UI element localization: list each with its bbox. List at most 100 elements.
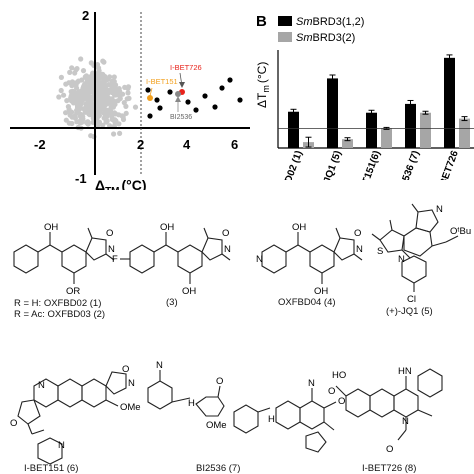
- background-point: [108, 100, 114, 106]
- bar-brd3-2: [420, 112, 431, 148]
- structure-jq1: [371, 203, 459, 292]
- hit-point: [157, 105, 163, 111]
- background-point: [83, 103, 89, 110]
- atom: OH: [292, 222, 306, 233]
- background-point: [96, 78, 102, 84]
- background-point: [111, 131, 117, 137]
- panel-b-bar-chart: B SmBRD3(1,2) SmBRD3(2) ΔTm(°C) OXFBD02 …: [255, 13, 474, 180]
- background-point: [79, 77, 85, 83]
- atom: O: [216, 376, 223, 387]
- atom: O: [106, 228, 113, 239]
- background-point: [72, 70, 78, 76]
- category-label: (+)-JQ1 (5): [316, 149, 343, 180]
- background-point: [63, 110, 69, 116]
- background-point: [80, 85, 86, 91]
- background-point: [61, 92, 67, 98]
- atom: O: [328, 386, 335, 397]
- atom: OR: [66, 286, 80, 297]
- structure-oxfbd04: [261, 227, 363, 284]
- chemical-structures: OH OR O N F OH OH O N N OH OH O N S N N …: [10, 203, 471, 465]
- background-point: [86, 93, 92, 99]
- annotation-ibet726: I-BET726: [170, 63, 202, 72]
- background-point: [72, 113, 78, 119]
- atom: OH: [44, 222, 58, 233]
- atom: N: [224, 244, 231, 255]
- background-point: [85, 121, 91, 127]
- atom: N: [38, 380, 45, 391]
- compound-label-4: OXFBD04 (4): [278, 297, 336, 308]
- atom: O: [354, 228, 361, 239]
- y-axis-label: ΔTm(°C): [255, 62, 271, 108]
- bar-brd3-12: [288, 111, 299, 148]
- panel-a-scatter: 2 -1 -2 2 4 6 ΔTM(°C) I-BET726 I-BET151 …: [10, 8, 250, 190]
- background-point: [132, 104, 139, 110]
- background-point: [109, 114, 115, 120]
- background-point: [96, 68, 102, 74]
- background-point: [101, 59, 107, 65]
- background-point: [125, 90, 131, 96]
- background-point: [108, 104, 114, 110]
- background-point: [80, 96, 86, 102]
- compound-label-1: R = H: OXFBD02 (1) R = Ac: OXFBD03 (2): [14, 298, 106, 320]
- structure-ibet151: [17, 371, 127, 465]
- background-point: [89, 96, 95, 103]
- annotation-bi2536: BI2536: [170, 114, 192, 121]
- background-point: [100, 122, 106, 128]
- x-tick-6: 6: [231, 137, 238, 152]
- bar-brd3-2: [459, 118, 470, 148]
- background-point: [100, 99, 106, 105]
- atom: OH: [182, 286, 196, 297]
- background-point: [78, 112, 84, 118]
- scatter-points: [56, 56, 243, 140]
- hit-point: [185, 99, 191, 105]
- atom: N: [436, 204, 443, 215]
- background-point: [58, 87, 64, 94]
- hit-point: [219, 85, 225, 91]
- hit-point: [227, 77, 233, 83]
- structure-ibet726: [335, 368, 443, 441]
- atom: N: [58, 440, 65, 451]
- atom: O: [386, 444, 393, 455]
- bar-brd3-2: [381, 128, 392, 148]
- background-point: [117, 95, 123, 102]
- atom: S: [377, 246, 383, 257]
- atom: H: [188, 398, 195, 409]
- atom: Cl: [407, 294, 416, 305]
- background-point: [105, 90, 111, 96]
- background-point: [58, 74, 64, 80]
- atom: N: [108, 244, 115, 255]
- background-point: [116, 112, 122, 118]
- background-point: [97, 109, 103, 115]
- background-point: [120, 116, 127, 123]
- legend-swatch-2: [278, 32, 292, 42]
- background-point: [75, 106, 81, 112]
- background-point: [72, 81, 78, 88]
- hit-point: [167, 89, 173, 95]
- bi2536-point: [175, 91, 181, 97]
- hit-point: [154, 97, 160, 103]
- atom: N: [128, 378, 135, 389]
- background-point: [126, 95, 132, 101]
- compound-label-8: I-BET726 (8): [362, 463, 417, 474]
- atom: O: [10, 418, 17, 429]
- x-tick-4: 4: [183, 137, 191, 152]
- atom: N: [256, 254, 263, 265]
- atom: N: [156, 360, 163, 371]
- background-point: [63, 117, 69, 123]
- background-point: [78, 56, 84, 62]
- background-point: [78, 119, 84, 125]
- structure-3: [120, 227, 231, 284]
- background-point: [116, 86, 122, 92]
- background-point: [67, 69, 73, 75]
- background-point: [101, 111, 107, 117]
- background-point: [67, 109, 73, 116]
- background-point: [66, 80, 72, 86]
- background-point: [69, 120, 75, 127]
- atom: N: [398, 254, 405, 265]
- atom: OᵗBu: [450, 226, 471, 237]
- compound-label-6: I-BET151 (6): [24, 463, 79, 474]
- ibet151-point: [147, 95, 153, 101]
- atom: OH: [314, 286, 328, 297]
- background-point: [103, 95, 109, 101]
- background-point: [88, 60, 94, 66]
